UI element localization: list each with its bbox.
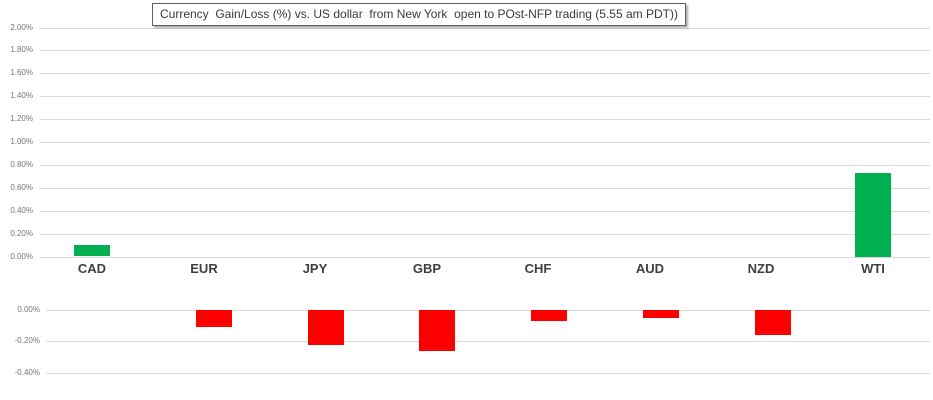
bottom-gridline--0.20% [46,341,930,342]
bar-jpy [308,310,344,345]
top-gridline-0.80% [40,165,930,166]
top-gridline-1.40% [40,96,930,97]
top-axis-tick-0.00%: 0.00% [10,252,33,261]
category-label-nzd: NZD [747,261,775,276]
top-axis-tick-2.00%: 2.00% [10,23,33,32]
category-label-jpy: JPY [302,261,328,276]
bar-wti [855,173,891,257]
top-axis-tick-1.80%: 1.80% [10,45,33,54]
top-gridline-1.00% [40,142,930,143]
bottom-axis-tick--0.20%: -0.20% [14,336,40,345]
top-gridline-0.40% [40,211,930,212]
bar-aud [643,310,679,318]
top-axis-tick-1.20%: 1.20% [10,114,33,123]
top-axis-tick-1.60%: 1.60% [10,68,33,77]
bottom-gridline-0.00% [46,310,930,311]
top-gridline-2.00% [40,28,930,29]
top-axis-tick-1.40%: 1.40% [10,91,33,100]
bar-nzd [755,310,791,335]
category-label-gbp: GBP [412,261,442,276]
top-gridline-0.20% [40,234,930,235]
bar-cad [74,245,110,256]
top-axis-tick-0.80%: 0.80% [10,160,33,169]
bar-gbp [419,310,455,351]
bar-chf [531,310,567,321]
top-gridline-1.60% [40,73,930,74]
chart-title: Currency Gain/Loss (%) vs. US dollar fro… [152,3,686,26]
bar-eur [196,310,232,327]
bottom-axis-tick-0.00%: 0.00% [17,305,40,314]
top-axis-tick-0.60%: 0.60% [10,183,33,192]
category-label-cad: CAD [77,261,107,276]
top-axis-tick-0.40%: 0.40% [10,206,33,215]
top-axis-tick-0.20%: 0.20% [10,229,33,238]
top-gridline-0.00% [40,257,930,258]
bottom-axis-tick--0.40%: -0.40% [14,368,40,377]
top-gridline-0.60% [40,188,930,189]
bottom-gridline--0.40% [46,373,930,374]
category-label-wti: WTI [861,261,885,276]
top-axis-tick-1.00%: 1.00% [10,137,33,146]
category-label-chf: CHF [524,261,552,276]
category-label-eur: EUR [190,261,218,276]
top-gridline-1.20% [40,119,930,120]
category-label-aud: AUD [635,261,665,276]
top-gridline-1.80% [40,50,930,51]
